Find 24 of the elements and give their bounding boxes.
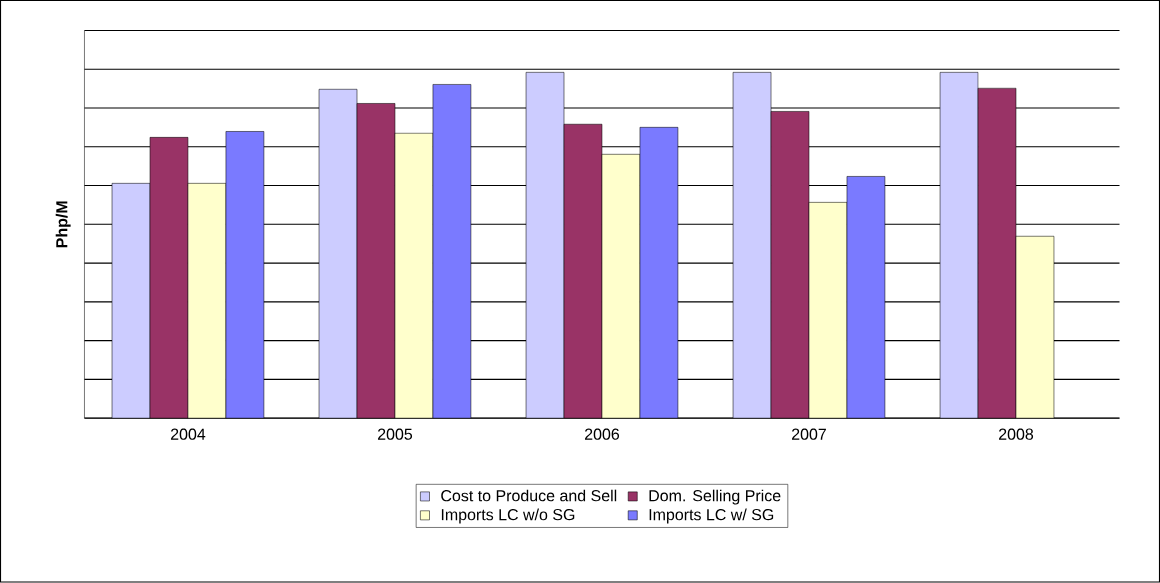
- bar: [225, 131, 264, 419]
- bar: [357, 103, 395, 419]
- x-tick-label: 2006: [584, 428, 620, 441]
- bar: [150, 137, 188, 419]
- bar: [526, 72, 565, 419]
- x-tick-label: 2005: [377, 428, 413, 441]
- x-tick-label: 2004: [170, 428, 206, 441]
- legend-label: Cost to Produce and Sell: [441, 489, 617, 502]
- legend-label: Imports LC w/o SG: [441, 508, 575, 524]
- bar: [319, 89, 358, 419]
- x-tick-label: 2008: [999, 428, 1034, 441]
- bar: [977, 88, 1017, 419]
- bar: [846, 176, 886, 419]
- bar: [639, 127, 678, 419]
- legend-label: Imports LC w/ SG: [649, 508, 774, 524]
- bar: [771, 111, 809, 419]
- y-axis-title: Php/M: [55, 201, 71, 248]
- bar: [939, 72, 979, 419]
- legend-label: Dom. Selling Price: [649, 489, 781, 505]
- bar: [564, 124, 602, 419]
- bar: [733, 72, 772, 419]
- bar: [112, 183, 150, 419]
- bar: [432, 84, 471, 419]
- x-tick-label: 2007: [792, 428, 826, 441]
